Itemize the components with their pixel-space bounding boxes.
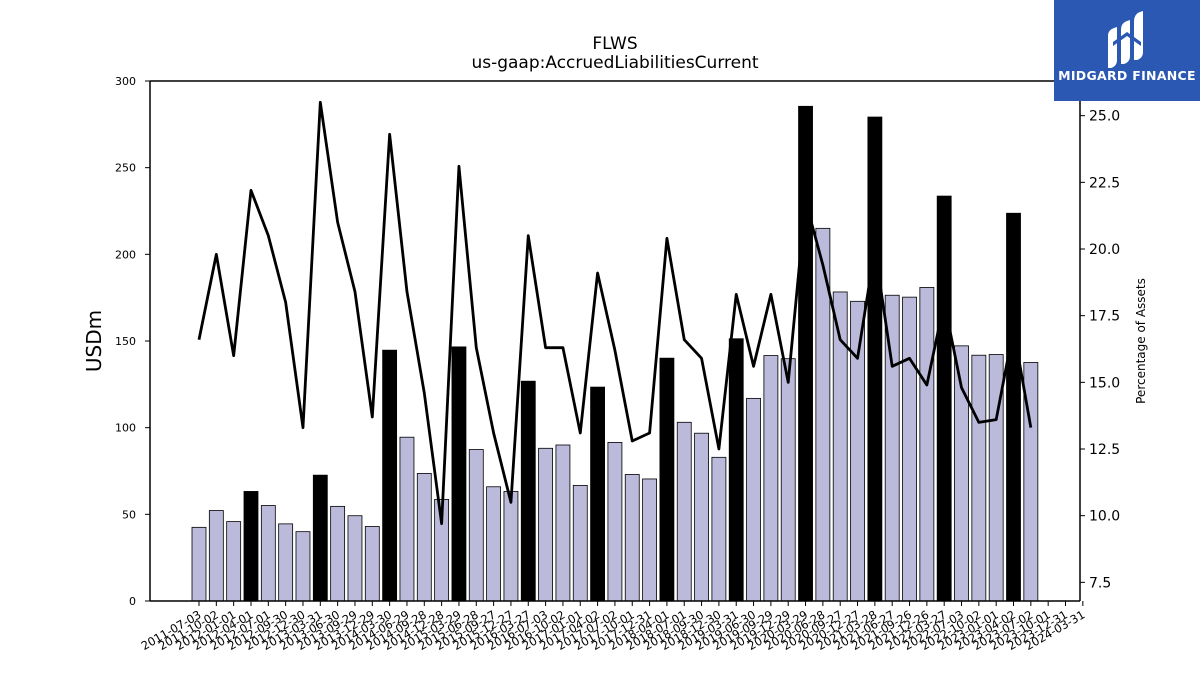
bar-2013-06-30 [330,505,346,602]
y-tick-label: 200 [115,248,136,261]
y-tick-label: 50 [122,508,136,521]
bar-2011-07-03 [191,526,207,602]
bar-2017-01-01 [572,484,588,602]
y-tick-label: 300 [115,75,136,88]
bar-2016-10-02 [555,444,571,602]
y-tick-label: 0 [129,595,136,608]
midgard-finance-logo: MIDGARD FINANCE [1054,0,1200,101]
y2-tick-label: 15.0 [1089,375,1120,391]
bar-2019-12-29 [780,358,796,602]
y2-tick-label: 22.5 [1089,175,1120,191]
bar-2012-01-01 [226,521,242,602]
y2-tick-label: 7.5 [1089,575,1111,591]
bar-2014-09-28 [416,473,432,602]
pct-line-group [197,100,1033,526]
logo-text: MIDGARD FINANCE [1058,68,1196,83]
bar-2019-06-30 [746,397,761,602]
bar-2012-12-30 [295,531,311,602]
bar-2016-03-27 [520,380,536,602]
chart-subtitle: us-gaap:AccruedLiabilitiesCurrent [471,53,758,73]
midgard-logo-icon [1108,11,1143,68]
bar-2015-03-29 [451,346,467,602]
y-tick-label: 100 [115,422,136,435]
y-axis-label: USDm [82,310,106,372]
bar-2015-09-27 [486,486,502,602]
bar-2018-09-30 [694,432,709,602]
bar-2023-04-02 [1006,212,1021,602]
bar-2019-03-31 [728,338,744,602]
bar-2015-06-28 [468,449,484,602]
bar-2017-07-02 [607,441,623,602]
y2-tick-label: 12.5 [1089,442,1120,458]
pct-assets-line [197,100,1033,526]
bar-2015-12-27 [503,491,519,602]
bar-2012-07-01 [260,505,276,602]
bar-2016-07-03 [538,447,553,602]
y-tick-label: 150 [115,335,136,348]
bar-2011-10-02 [208,510,224,602]
bar-2017-12-31 [642,478,657,602]
bar-2012-04-01 [243,491,259,602]
axes-group: 0 50 100 150 200 250 300 7.5 10.0 12.5 15.0 17.5 20.… [115,75,1120,653]
bar-2012-09-30 [278,523,294,602]
bar-2021-03-28 [867,116,883,602]
bar-2014-03-30 [382,349,398,602]
bar-2020-12-27 [850,300,865,602]
y2-axis-label: Percentage of Assets [1134,278,1148,404]
bar-2019-09-29 [763,355,779,602]
bar-2022-03-27 [936,195,952,602]
bar-2022-10-02 [971,354,987,602]
chart-title: FLWS [592,34,637,54]
bar-2017-10-01 [624,474,640,602]
bar-2013-12-29 [364,526,380,602]
y2-tick-label: 10.0 [1089,509,1120,525]
y-tick-label: 250 [115,162,136,175]
y2-tick-label: 17.5 [1089,309,1120,325]
bar-2013-03-31 [312,474,328,602]
y2-tick-label: 25.0 [1089,109,1120,125]
bar-2013-09-29 [347,515,363,602]
bar-2017-04-02 [590,386,605,602]
bar-2018-07-01 [676,421,692,602]
bar-2014-06-29 [399,436,415,602]
bar-2018-04-01 [659,357,675,602]
bar-2020-03-29 [798,105,813,602]
bar-2018-12-30 [711,456,727,602]
bar-2021-12-26 [919,287,935,602]
y2-tick-label: 20.0 [1089,242,1120,258]
bar-2021-09-26 [902,296,917,602]
